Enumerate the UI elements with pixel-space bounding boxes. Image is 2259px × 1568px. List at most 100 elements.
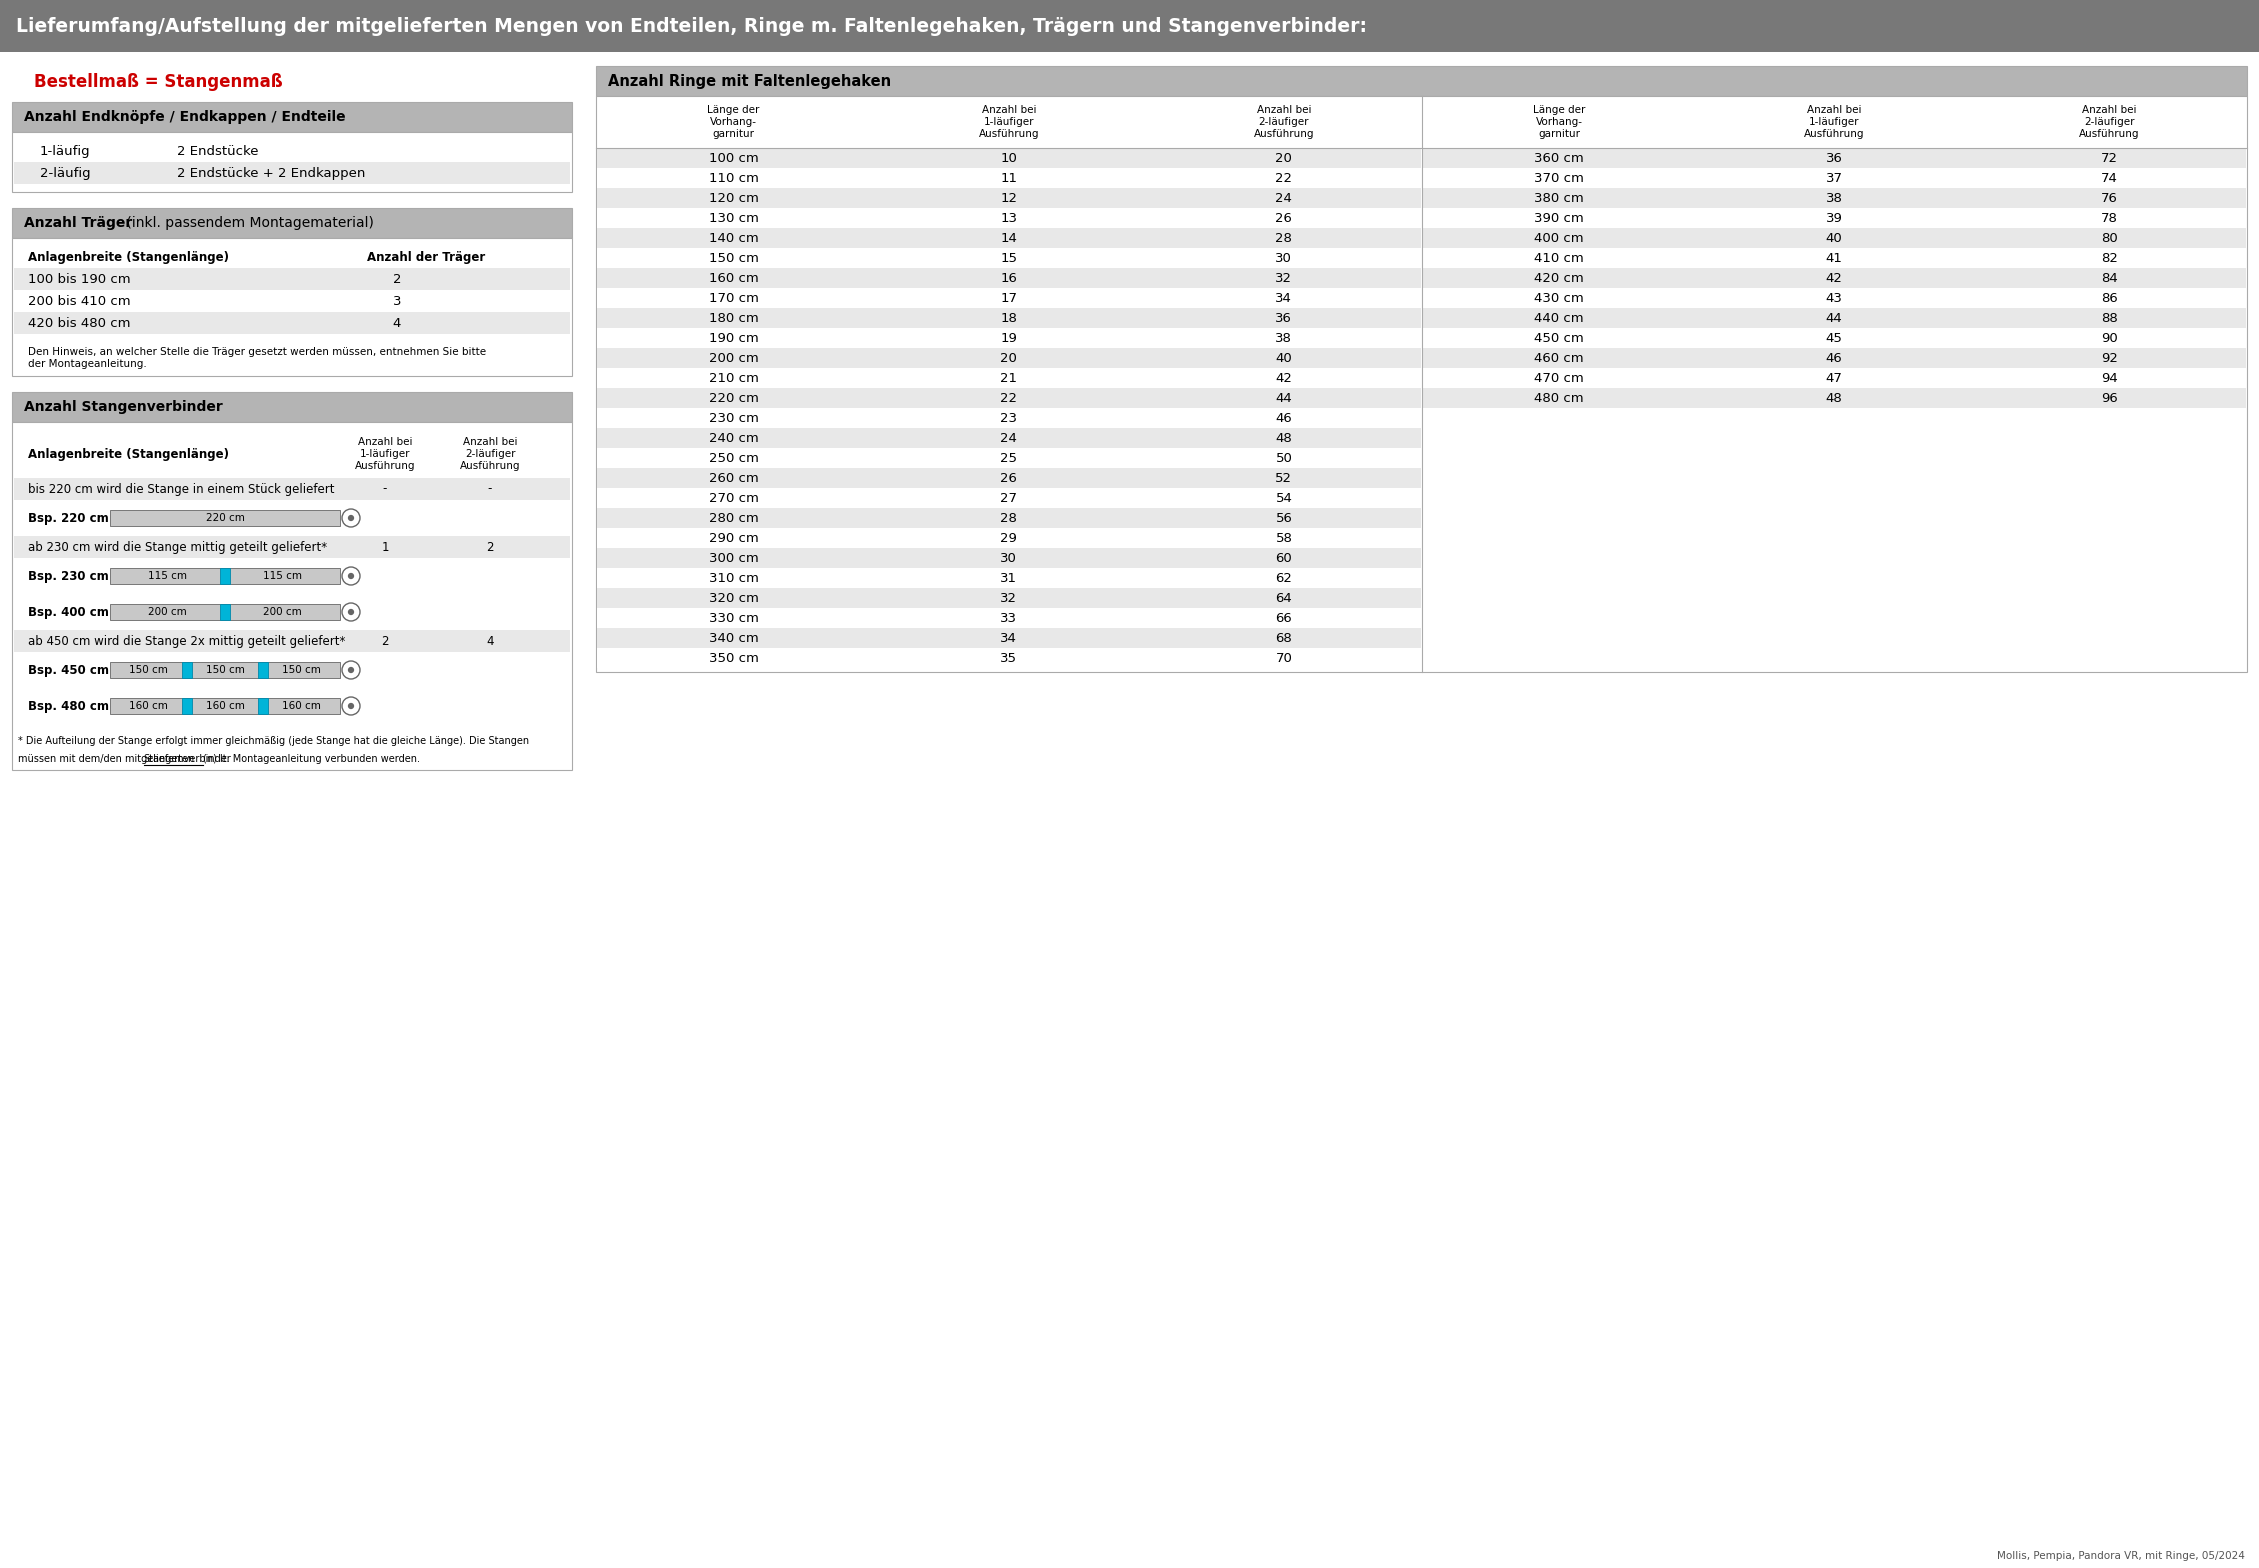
Text: 115 cm: 115 cm (149, 571, 187, 582)
Text: 150 cm: 150 cm (129, 665, 167, 674)
Bar (596, 66, 2248, 96)
Bar (181, 662, 192, 677)
Bar (226, 568, 341, 583)
Bar (111, 662, 187, 677)
Text: 26: 26 (1276, 212, 1292, 224)
Bar (181, 698, 192, 713)
Text: 24: 24 (1276, 191, 1292, 204)
Text: Den Hinweis, an welcher Stelle die Träger gesetzt werden müssen, entnehmen Sie b: Den Hinweis, an welcher Stelle die Träge… (27, 347, 486, 368)
Circle shape (341, 568, 359, 585)
Text: 37: 37 (1825, 171, 1843, 185)
Bar (596, 608, 1421, 629)
Text: Anzahl der Träger: Anzahl der Träger (366, 251, 486, 263)
Bar (14, 162, 569, 183)
Text: 28: 28 (1276, 232, 1292, 245)
Text: 410 cm: 410 cm (1534, 251, 1584, 265)
Bar (11, 238, 572, 376)
Bar (1423, 387, 2245, 408)
Text: 36: 36 (1276, 312, 1292, 325)
Text: 76: 76 (2101, 191, 2119, 204)
Text: 4: 4 (486, 635, 495, 648)
Text: 220 cm: 220 cm (206, 513, 244, 524)
Text: 18: 18 (1001, 312, 1017, 325)
Text: ab 450 cm wird die Stange 2x mittig geteilt geliefert*: ab 450 cm wird die Stange 2x mittig gete… (27, 635, 346, 648)
Text: 44: 44 (1825, 312, 1843, 325)
Text: 190 cm: 190 cm (709, 331, 759, 345)
Text: 150 cm: 150 cm (206, 665, 244, 674)
Bar (1423, 147, 2245, 168)
Text: 390 cm: 390 cm (1534, 212, 1584, 224)
Text: 38: 38 (1276, 331, 1292, 345)
Text: 220 cm: 220 cm (709, 392, 759, 405)
Bar (14, 630, 569, 652)
Bar (596, 448, 1421, 467)
Text: 400 cm: 400 cm (1534, 232, 1584, 245)
Text: 23: 23 (1001, 411, 1017, 425)
Text: 34: 34 (1001, 632, 1017, 644)
Bar (596, 528, 1421, 547)
Circle shape (348, 608, 355, 615)
Bar (0, 0, 2259, 52)
Bar (596, 248, 1421, 268)
Bar (596, 268, 1421, 289)
Bar (264, 662, 341, 677)
Bar (219, 604, 230, 619)
Text: 200 bis 410 cm: 200 bis 410 cm (27, 295, 131, 307)
Text: 33: 33 (1001, 612, 1017, 624)
Text: 2 Endstücke + 2 Endkappen: 2 Endstücke + 2 Endkappen (176, 166, 366, 179)
Bar (596, 508, 1421, 528)
Text: 20: 20 (1276, 152, 1292, 165)
Bar (1423, 227, 2245, 248)
Text: 64: 64 (1276, 591, 1292, 605)
Text: 16: 16 (1001, 271, 1017, 284)
Text: 60: 60 (1276, 552, 1292, 564)
Text: 11: 11 (1001, 171, 1017, 185)
Bar (596, 629, 1421, 648)
Text: 66: 66 (1276, 612, 1292, 624)
Text: 40: 40 (1276, 351, 1292, 364)
Text: 31: 31 (1001, 571, 1017, 585)
Text: Bsp. 400 cm: Bsp. 400 cm (27, 605, 108, 618)
Text: Lieferumfang/Aufstellung der mitgelieferten Mengen von Endteilen, Ringe m. Falte: Lieferumfang/Aufstellung der mitgeliefer… (16, 17, 1367, 36)
Bar (1423, 289, 2245, 307)
Text: 1-läufig: 1-läufig (41, 144, 90, 157)
Bar (596, 568, 1421, 588)
Text: (inkl. passendem Montagematerial): (inkl. passendem Montagematerial) (122, 216, 375, 230)
Bar (596, 648, 1421, 668)
Bar (1423, 348, 2245, 368)
Bar (596, 387, 1421, 408)
Text: 290 cm: 290 cm (709, 532, 759, 544)
Circle shape (348, 572, 355, 579)
Bar (111, 510, 341, 525)
Circle shape (341, 604, 359, 621)
Bar (596, 348, 1421, 368)
Text: 26: 26 (1001, 472, 1017, 485)
Text: 42: 42 (1825, 271, 1843, 284)
Text: 19: 19 (1001, 331, 1017, 345)
Text: 250 cm: 250 cm (709, 452, 759, 464)
Text: 160 cm: 160 cm (282, 701, 321, 710)
Text: * Die Aufteilung der Stange erfolgt immer gleichmäßig (jede Stange hat die gleic: * Die Aufteilung der Stange erfolgt imme… (18, 735, 529, 746)
Text: 320 cm: 320 cm (709, 591, 759, 605)
Text: Anzahl bei
2-läufiger
Ausführung: Anzahl bei 2-läufiger Ausführung (1254, 105, 1315, 138)
Text: 2 Endstücke: 2 Endstücke (176, 144, 258, 157)
Text: 30: 30 (1001, 552, 1017, 564)
Text: Bsp. 220 cm: Bsp. 220 cm (27, 511, 108, 525)
Text: 12: 12 (1001, 191, 1017, 204)
Text: 45: 45 (1825, 331, 1843, 345)
Text: Anzahl bei
1-läufiger
Ausführung: Anzahl bei 1-läufiger Ausführung (978, 105, 1039, 138)
Text: 440 cm: 440 cm (1534, 312, 1584, 325)
Text: 115 cm: 115 cm (262, 571, 303, 582)
Text: 92: 92 (2101, 351, 2119, 364)
Text: 430 cm: 430 cm (1534, 292, 1584, 304)
Text: 450 cm: 450 cm (1534, 331, 1584, 345)
Text: Anzahl bei
2-läufiger
Ausführung: Anzahl bei 2-läufiger Ausführung (2078, 105, 2139, 138)
Text: 22: 22 (1001, 392, 1017, 405)
Text: 90: 90 (2101, 331, 2117, 345)
Text: 160 cm: 160 cm (206, 701, 244, 710)
Text: 230 cm: 230 cm (709, 411, 759, 425)
Text: Anzahl Endknöpfe / Endkappen / Endteile: Anzahl Endknöpfe / Endkappen / Endteile (25, 110, 346, 124)
Text: 200 cm: 200 cm (709, 351, 759, 364)
Text: 130 cm: 130 cm (709, 212, 759, 224)
Bar (596, 307, 1421, 328)
